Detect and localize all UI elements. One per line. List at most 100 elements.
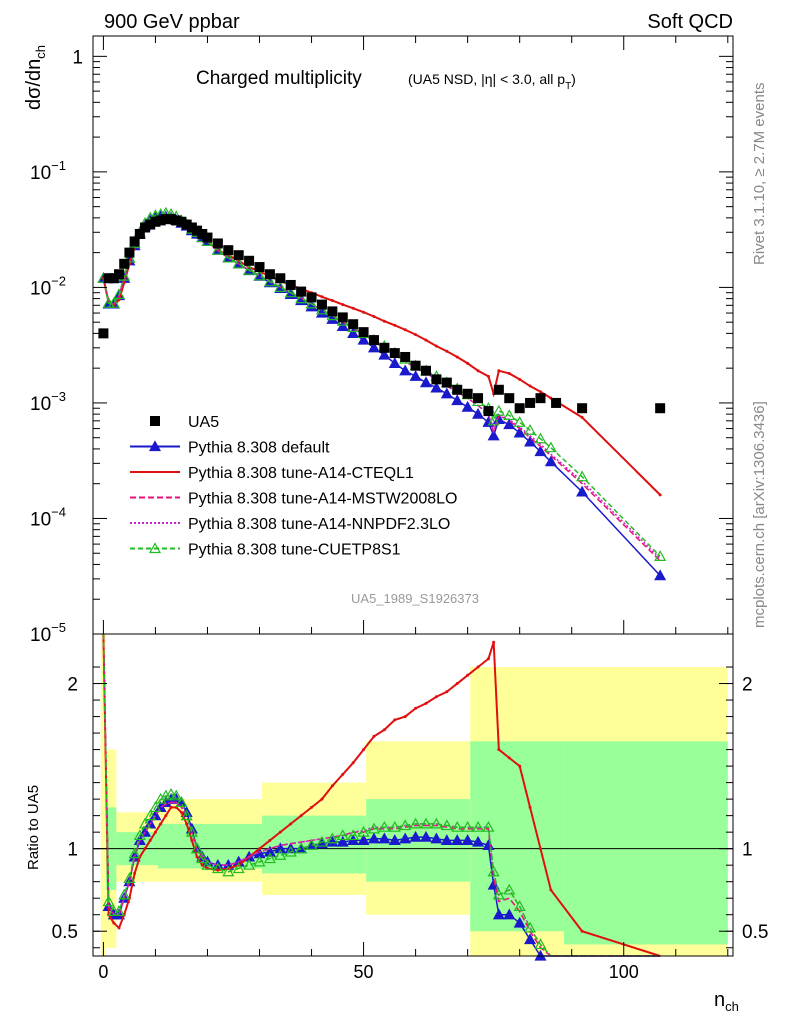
series-4-point-25 [253,269,266,281]
series-1-point-55 [580,415,584,419]
ua5-point-55 [655,403,666,414]
ratio-4-point-4 [118,888,131,900]
series-4-point-23 [232,257,245,269]
band-12 [470,741,564,932]
ua5-point-23 [233,250,244,261]
series-0-point-39 [399,364,412,376]
ua5-point-18 [192,225,203,236]
ua5-point-4 [119,258,130,269]
series-0-point-54 [544,455,557,467]
ratio-4-point-39 [399,819,412,831]
legend: UA5 Pythia 8.308 default Pythia 8.308 tune… [130,414,457,559]
svg-text:(UA5 NSD, |η| < 3.0, all pT): (UA5 NSD, |η| < 3.0, all pT) [408,71,576,92]
ratio-4-point-44 [451,820,464,832]
ratio-1-point-39 [403,715,407,719]
series-line-2 [102,215,661,562]
ratio-4-point-15 [175,796,188,808]
ratio-1-point-38 [393,718,397,722]
ytick-label-top-3: 10−3 [30,389,66,415]
ratio-1-point-18 [195,855,199,859]
ua5-point-8 [140,222,151,233]
ratio-4-point-21 [211,862,224,874]
ratio-0-point-52 [524,933,537,945]
ratio-4-point-1 [102,895,115,907]
series-0-point-45 [461,400,474,412]
ratio-1-point-50 [507,756,511,760]
series-0-point-42 [430,381,443,393]
ratio-1-point-45 [466,673,470,677]
series-0-point-52 [524,435,537,447]
series-1-point-36 [372,314,376,318]
series-0-point-50 [503,418,516,430]
ytick-label-bot-2: 2 [67,675,78,696]
ratio-1-point-41 [424,701,428,705]
series-1-point-34 [351,306,355,310]
series-4-point-48 [487,414,500,426]
ytick-label-top-0: 1 [72,47,83,68]
ratio-4-point-42 [430,817,443,829]
analysis-label: UA5_1989_S1926373 [351,591,479,606]
ratio-4-point-23 [232,862,245,874]
ratio-1-point-6 [133,871,137,875]
ua5-point-9 [145,219,156,230]
ratio-4-point-24 [243,858,256,870]
ua5-point-25 [254,262,265,273]
ratio-1-point-36 [372,734,376,738]
ua5-point-39 [400,351,411,362]
bottom-ylabel: Ratio to UA5 [25,785,42,870]
series-0-point-30 [305,300,318,312]
ratio-1-point-9 [148,838,152,842]
ratio-4-point-9 [144,809,157,821]
ua5-point-24 [244,255,255,266]
ua5-point-20 [202,232,213,243]
series-1-point-50 [507,371,511,375]
ytick-label-bot-r-2: 2 [742,675,753,696]
legend-marker-1 [148,440,162,452]
series-0-point-44 [451,394,464,406]
ratio-1-point-25 [258,847,262,851]
uncertainty-bands [93,634,733,956]
ratio-0-point-45 [461,834,474,846]
ratio-1-point-30 [310,805,314,809]
legend-label-4: Pythia 8.308 tune-A14-NNPDF2.3LO [188,516,450,533]
ytick-label-top-2: 10−2 [30,273,66,299]
ratio-1-point-28 [289,822,293,826]
ratio-1-point-55 [580,929,584,933]
series-0-point-56 [654,569,667,581]
ratio-1-point-33 [341,772,345,776]
ua5-point-54 [577,403,588,414]
ratio-panel [102,633,661,961]
ua5-point-22 [223,245,234,256]
ratio-1-point-26 [268,838,272,842]
ratio-4-point-17 [185,825,198,837]
series-0-point-33 [336,320,349,331]
ua5-point-43 [441,377,452,388]
ratio-4-point-46 [472,820,485,832]
ua5-point-34 [348,319,359,330]
series-1-point-49 [497,369,501,373]
ratio-1-point-40 [414,706,418,710]
ua5-point-49 [504,393,515,404]
ratio-1-point-32 [330,784,334,788]
ratio-4-point-22 [222,865,235,877]
ratio-1-point-11 [159,822,163,826]
ratio-1-point-13 [169,805,173,809]
ytick-label-bot-r-0.5: 0.5 [742,922,768,943]
series-1-point-52 [528,384,532,388]
plot-title: Charged multiplicity (UA5 NSD, |η| < 3.0… [196,68,576,92]
rivet-label: Rivet 3.1.10, ≥ 2.7M events [751,83,768,266]
ratio-4-point-12 [159,789,172,801]
ua5-point-53 [551,397,562,408]
ytick-label-top-4: 10−4 [30,504,66,530]
ua5-point-32 [327,306,338,317]
xtick-label-100: 100 [609,962,639,982]
series-1-point-38 [393,323,397,327]
ratio-4-point-43 [440,819,453,831]
xlabel: nch [714,989,739,1014]
series-4-point-24 [243,263,256,275]
ratio-0-point-50 [503,908,516,920]
ratio-0-point-42 [430,832,443,844]
series-4-point-21 [211,243,224,255]
series-4-point-27 [274,281,287,293]
ratio-4-point-19 [196,852,209,864]
